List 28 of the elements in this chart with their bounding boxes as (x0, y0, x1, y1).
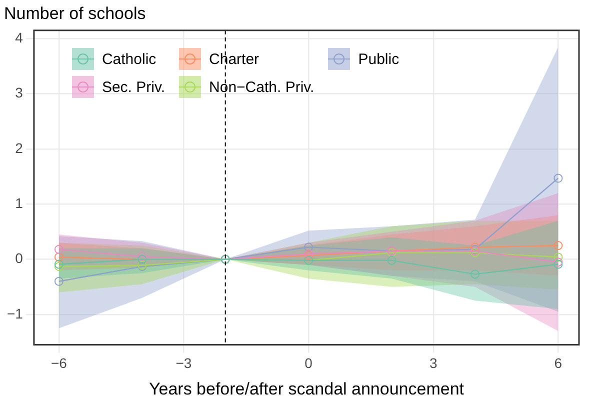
x-axis-title: Years before/after scandal announcement (148, 379, 464, 398)
point (54, 276, 64, 286)
point (554, 174, 563, 183)
point (54, 252, 64, 262)
point (387, 256, 396, 265)
y-tick-label: −1 (6, 305, 24, 322)
point (304, 242, 314, 252)
point (470, 270, 480, 279)
point (554, 252, 563, 262)
x-tick-label: 6 (554, 355, 562, 372)
x-tick-label: −3 (176, 355, 192, 372)
y-tick-label: 3 (15, 84, 24, 101)
y-tick-label: 4 (15, 30, 24, 46)
legend-label: Charter (209, 50, 260, 68)
point (54, 244, 64, 254)
x-tick-label: 0 (304, 355, 313, 372)
chart-title: Number of schools (4, 4, 146, 23)
point (138, 252, 147, 262)
legend-label: Non−Cath. Priv. (209, 78, 314, 96)
x-tick-label: 3 (429, 355, 438, 372)
legend-label: Sec. Priv. (102, 78, 166, 96)
x-tick-label: −6 (50, 355, 68, 372)
y-tick-label: 1 (15, 195, 24, 212)
y-tick-label: 2 (15, 140, 24, 156)
legend-label: Catholic (102, 50, 156, 68)
point (554, 241, 563, 250)
y-tick-label: 0 (15, 250, 24, 266)
legend-label: Public (358, 50, 400, 68)
